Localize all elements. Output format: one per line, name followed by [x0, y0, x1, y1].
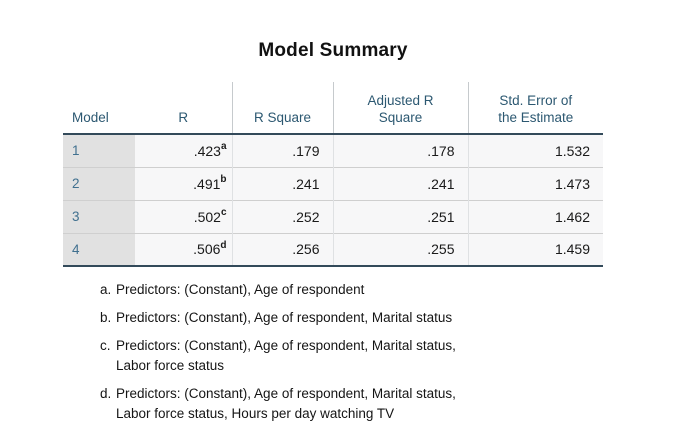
- column-header-std-error: Std. Error of the Estimate: [467, 82, 603, 135]
- footnote-marker-sup: a: [220, 141, 227, 153]
- adjusted-r-square-cell: .241: [332, 166, 468, 200]
- table-row-model-3: 3 .502c .252 .251 1.462: [63, 199, 603, 233]
- r-value-cell: .491b: [135, 166, 232, 200]
- model-summary-table: Model R R Square Adjusted R Square Std. …: [63, 82, 603, 267]
- footnote-letter: b.: [100, 310, 112, 325]
- std-error-cell: 1.473: [467, 166, 603, 200]
- adjusted-r-square-cell: .251: [332, 199, 468, 233]
- column-header-r-square: R Square: [231, 82, 333, 135]
- footnote-a: a. Predictors: (Constant), Age of respon…: [100, 280, 476, 300]
- r-value-cell: .423a: [135, 134, 232, 167]
- table-row-model-4: 4 .506d .256 .255 1.459: [63, 232, 603, 267]
- r-value-cell: .506d: [135, 232, 232, 267]
- header-row: Model R R Square Adjusted R Square Std. …: [63, 82, 603, 135]
- table-title: Model Summary: [258, 40, 408, 61]
- footnote-marker-sup: c: [220, 206, 227, 218]
- adjusted-r-square-cell: .178: [332, 134, 468, 167]
- column-header-adjusted-r-square: Adjusted R Square: [332, 82, 468, 135]
- footnote-text: Predictors: (Constant), Age of responden…: [116, 386, 456, 421]
- table-row-model-2: 2 .491b .241 .241 1.473: [63, 166, 603, 200]
- footnote-c: c. Predictors: (Constant), Age of respon…: [100, 336, 476, 376]
- column-header-r: R: [135, 82, 232, 135]
- footnote-marker-sup: b: [220, 173, 227, 185]
- footnote-d: d. Predictors: (Constant), Age of respon…: [100, 384, 476, 424]
- footnote-text: Predictors: (Constant), Age of responden…: [116, 310, 453, 325]
- r-value-cell: .502c: [135, 199, 232, 233]
- r-square-cell: .252: [231, 199, 333, 233]
- r-square-cell: .241: [231, 166, 333, 200]
- row-label: 3: [63, 199, 135, 233]
- row-label: 2: [63, 166, 135, 200]
- std-error-cell: 1.459: [467, 232, 603, 267]
- footnote-letter: c.: [100, 338, 111, 353]
- footnote-letter: a.: [100, 282, 112, 297]
- footnote-b: b. Predictors: (Constant), Age of respon…: [100, 308, 476, 328]
- std-error-cell: 1.462: [467, 199, 603, 233]
- footnote-marker-sup: d: [220, 239, 227, 251]
- r-square-cell: .179: [231, 134, 333, 167]
- footnote-letter: d.: [100, 386, 112, 401]
- row-label: 4: [63, 232, 135, 267]
- table-footnotes: a. Predictors: (Constant), Age of respon…: [100, 280, 476, 432]
- footnote-text: Predictors: (Constant), Age of responden…: [116, 338, 456, 373]
- footnote-text: Predictors: (Constant), Age of responden…: [116, 282, 365, 297]
- column-header-model: Model: [63, 82, 135, 135]
- r-square-cell: .256: [231, 232, 333, 267]
- adjusted-r-square-cell: .255: [332, 232, 468, 267]
- std-error-cell: 1.532: [467, 134, 603, 167]
- table-row-model-1: 1 .423a .179 .178 1.532: [63, 134, 603, 167]
- row-label: 1: [63, 134, 135, 167]
